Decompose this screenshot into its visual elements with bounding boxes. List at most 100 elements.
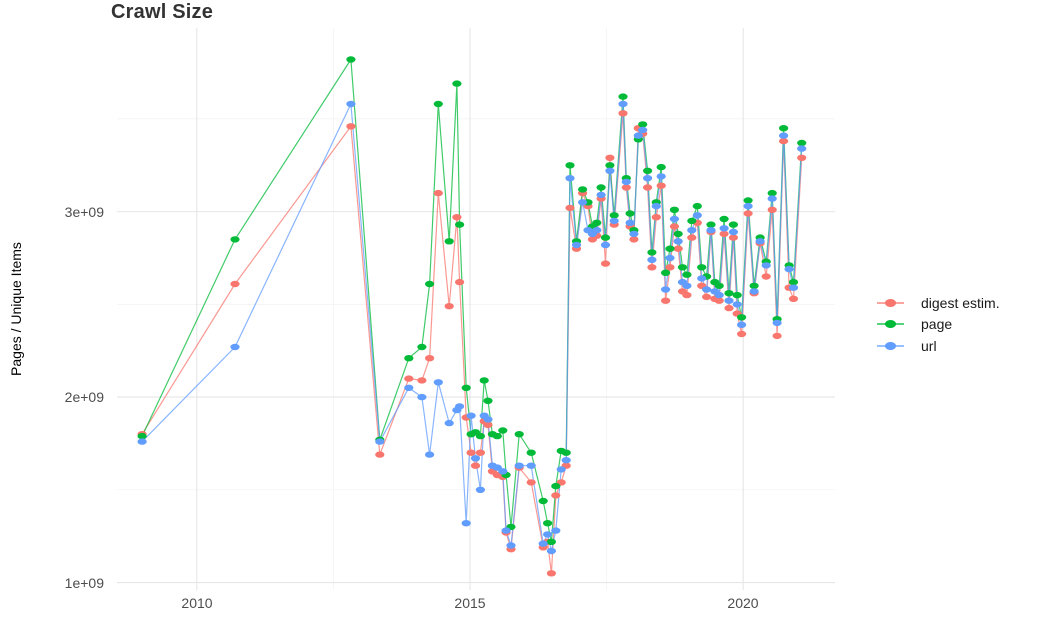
data-point — [661, 269, 671, 276]
data-point — [230, 343, 240, 351]
data-point — [656, 173, 666, 180]
y-tick-label: 1e+09 — [64, 575, 104, 591]
data-point — [596, 184, 606, 191]
data-point — [682, 282, 692, 289]
data-point — [682, 271, 692, 278]
data-point — [732, 301, 742, 308]
data-point — [797, 139, 807, 147]
data-point — [797, 145, 807, 152]
data-point — [455, 278, 465, 286]
data-point — [475, 449, 485, 456]
data-point — [749, 288, 759, 295]
data-point — [346, 56, 356, 63]
data-point — [682, 291, 692, 299]
data-point — [779, 132, 789, 139]
legend-marker-icon — [877, 317, 904, 331]
data-point — [643, 184, 653, 191]
data-point — [706, 227, 716, 234]
data-point — [230, 236, 240, 243]
data-point — [571, 241, 582, 249]
data-point — [483, 397, 493, 404]
data-point — [578, 186, 588, 193]
data-point — [692, 202, 702, 210]
data-point — [625, 219, 635, 226]
data-point — [425, 355, 435, 362]
data-point — [546, 538, 557, 545]
data-point — [669, 223, 680, 230]
legend-label: url — [921, 337, 937, 354]
data-point — [417, 393, 427, 401]
legend-label: digest estim. — [921, 294, 1000, 311]
legend-item: page — [877, 314, 1000, 336]
data-point — [767, 189, 777, 197]
data-point — [417, 343, 427, 351]
data-point — [546, 547, 557, 555]
data-point — [605, 154, 615, 161]
data-point — [543, 520, 553, 527]
data-point — [669, 215, 680, 223]
data-point — [230, 280, 240, 288]
data-point — [475, 486, 485, 493]
data-point — [621, 178, 631, 186]
data-point — [665, 245, 675, 252]
data-point — [788, 295, 799, 302]
legend-item: url — [877, 335, 1000, 357]
data-point — [526, 462, 536, 469]
data-point — [551, 527, 561, 534]
data-point — [643, 175, 653, 182]
data-point — [551, 482, 561, 490]
data-point — [732, 291, 742, 299]
data-point — [638, 126, 648, 134]
data-point — [647, 256, 657, 263]
data-point — [687, 227, 697, 234]
data-point — [629, 236, 639, 243]
data-point — [737, 314, 747, 321]
data-point — [767, 195, 777, 202]
data-point — [618, 93, 628, 100]
data-point — [743, 197, 753, 204]
data-point — [137, 438, 147, 445]
legend-item: digest estim. — [877, 292, 1000, 314]
data-point — [526, 449, 536, 456]
data-point — [444, 238, 454, 245]
data-point — [479, 377, 489, 384]
data-point — [728, 234, 739, 241]
data-point — [618, 100, 628, 108]
data-point — [466, 449, 476, 456]
data-point — [743, 202, 753, 210]
data-point — [647, 264, 657, 271]
data-point — [724, 290, 734, 297]
data-point — [643, 167, 653, 174]
data-point — [466, 412, 476, 419]
data-point — [625, 210, 635, 217]
data-point — [673, 238, 683, 245]
data-point — [605, 162, 615, 169]
data-point — [404, 384, 414, 391]
data-point — [651, 202, 661, 210]
data-point — [375, 438, 385, 445]
series-url-points — [137, 100, 807, 555]
data-point — [565, 175, 575, 182]
x-tick-label: 2020 — [727, 595, 759, 611]
data-point — [665, 254, 675, 262]
data-point — [743, 210, 753, 217]
data-point — [714, 291, 724, 299]
data-point — [346, 100, 356, 108]
data-point — [609, 212, 619, 219]
data-point — [749, 282, 759, 289]
data-point — [673, 245, 683, 252]
legend: digest estim. page url — [877, 292, 1000, 357]
data-point — [452, 214, 462, 221]
data-point — [375, 451, 385, 458]
data-point — [543, 531, 553, 538]
data-point — [425, 451, 435, 458]
data-point — [483, 421, 493, 429]
series-digest-estim-line — [141, 112, 803, 574]
data-point — [728, 228, 739, 236]
data-point — [455, 221, 465, 228]
data-point — [506, 542, 516, 549]
legend-marker-icon — [877, 296, 904, 310]
data-point — [498, 427, 508, 434]
data-point — [417, 377, 427, 384]
data-point — [483, 416, 493, 423]
